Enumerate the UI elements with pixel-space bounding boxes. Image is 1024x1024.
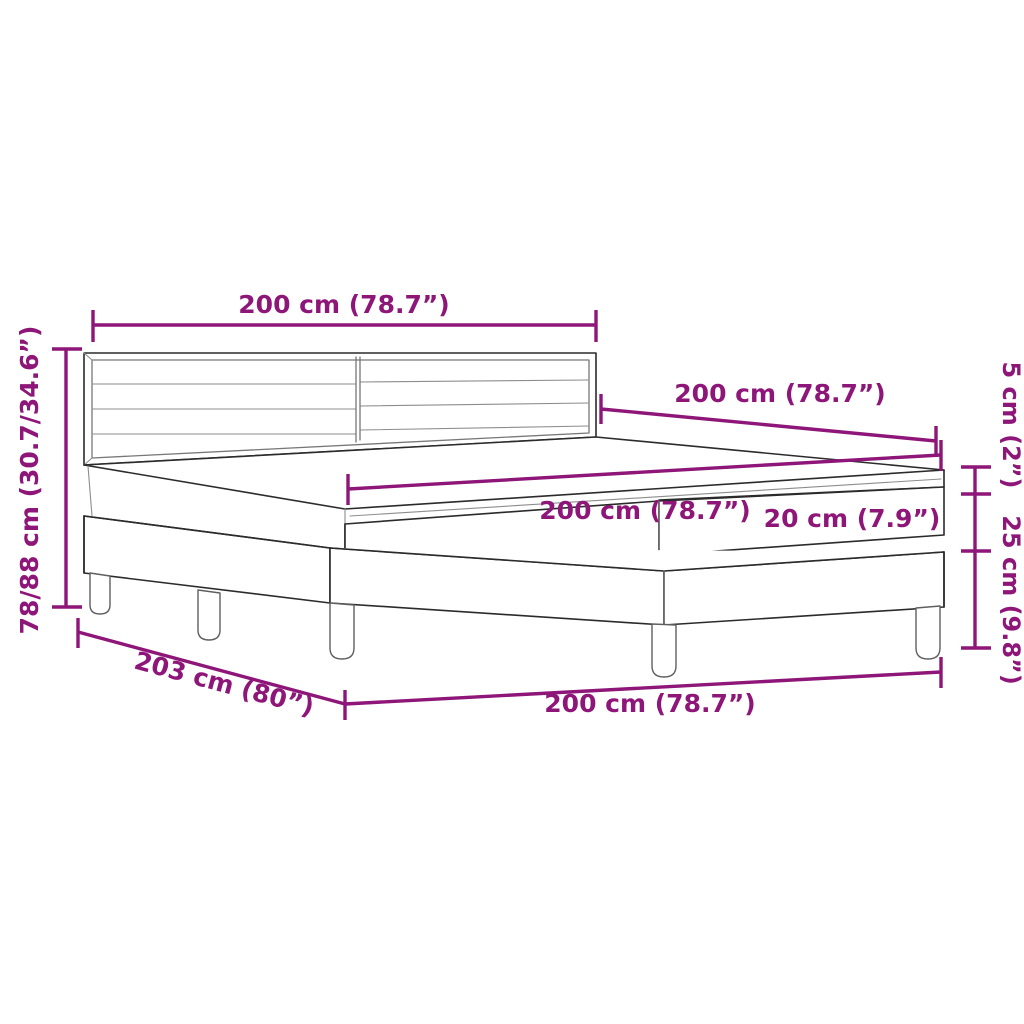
- depth-diagonal-line: [600, 407, 937, 443]
- headboard-edge-thickness: [83, 352, 93, 466]
- dimension-bottom-width: 200 cm (78.7”): [344, 657, 943, 718]
- topper-height-label: 5 cm (2”): [997, 361, 1024, 488]
- box-spring-base: [83, 465, 945, 626]
- leg-front-right: [915, 605, 941, 660]
- dimension-mattress-block: [961, 494, 991, 553]
- base-left-side-face: [83, 515, 331, 604]
- leg-front-center: [651, 623, 677, 678]
- base-height-label: 25 cm (9.8”): [997, 515, 1024, 685]
- headboard-center-divider: [355, 356, 361, 443]
- leg-mid-left: [197, 589, 221, 641]
- leg-front-left: [329, 602, 355, 660]
- mattress-width-label: 200 cm (78.7”): [539, 496, 750, 525]
- bottom-depth-label: 203 cm (80”): [131, 646, 317, 722]
- headboard-stitch-line: [359, 402, 590, 407]
- bed-illustration: [83, 352, 945, 678]
- dimension-total-height: 78/88 cm (30.7/34.6”): [15, 326, 82, 635]
- mattress-width-line: [347, 453, 942, 491]
- bottom-width-line: [344, 670, 942, 706]
- dimension-mattress-thickness: 20 cm (7.9”): [764, 504, 941, 533]
- depth-diagonal-label: 200 cm (78.7”): [674, 379, 885, 408]
- headboard-to-base-connector: [87, 465, 93, 517]
- leg-rear-left: [89, 572, 111, 615]
- headboard-stitch-line: [359, 425, 590, 431]
- bottom-width-label: 200 cm (78.7”): [544, 689, 755, 718]
- mattress-thickness-label: 20 cm (7.9”): [764, 504, 941, 533]
- headboard-inner-frame: [91, 359, 590, 459]
- total-height-label: 78/88 cm (30.7/34.6”): [15, 326, 44, 635]
- headboard-stitch-line: [359, 379, 590, 383]
- base-top-edge-left: [83, 515, 331, 549]
- top-width-label: 200 cm (78.7”): [238, 290, 449, 319]
- dimension-mattress-width: 200 cm (78.7”): [346, 440, 943, 525]
- bottom-depth-line: [77, 630, 346, 706]
- dimension-depth-diagonal: 200 cm (78.7”): [599, 379, 938, 456]
- dimension-top-width: 200 cm (78.7”): [91, 290, 598, 342]
- dimension-topper-height: 5 cm (2”): [961, 361, 1024, 496]
- bed-legs: [89, 572, 941, 678]
- dimension-base-height: 25 cm (9.8”): [961, 515, 1024, 685]
- topper-seam: [349, 478, 942, 517]
